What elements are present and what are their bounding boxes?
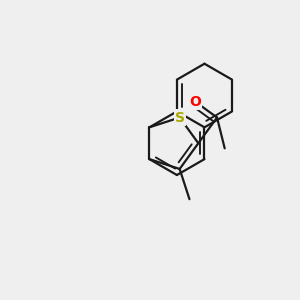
Text: O: O [189,94,201,109]
Text: S: S [175,110,184,124]
